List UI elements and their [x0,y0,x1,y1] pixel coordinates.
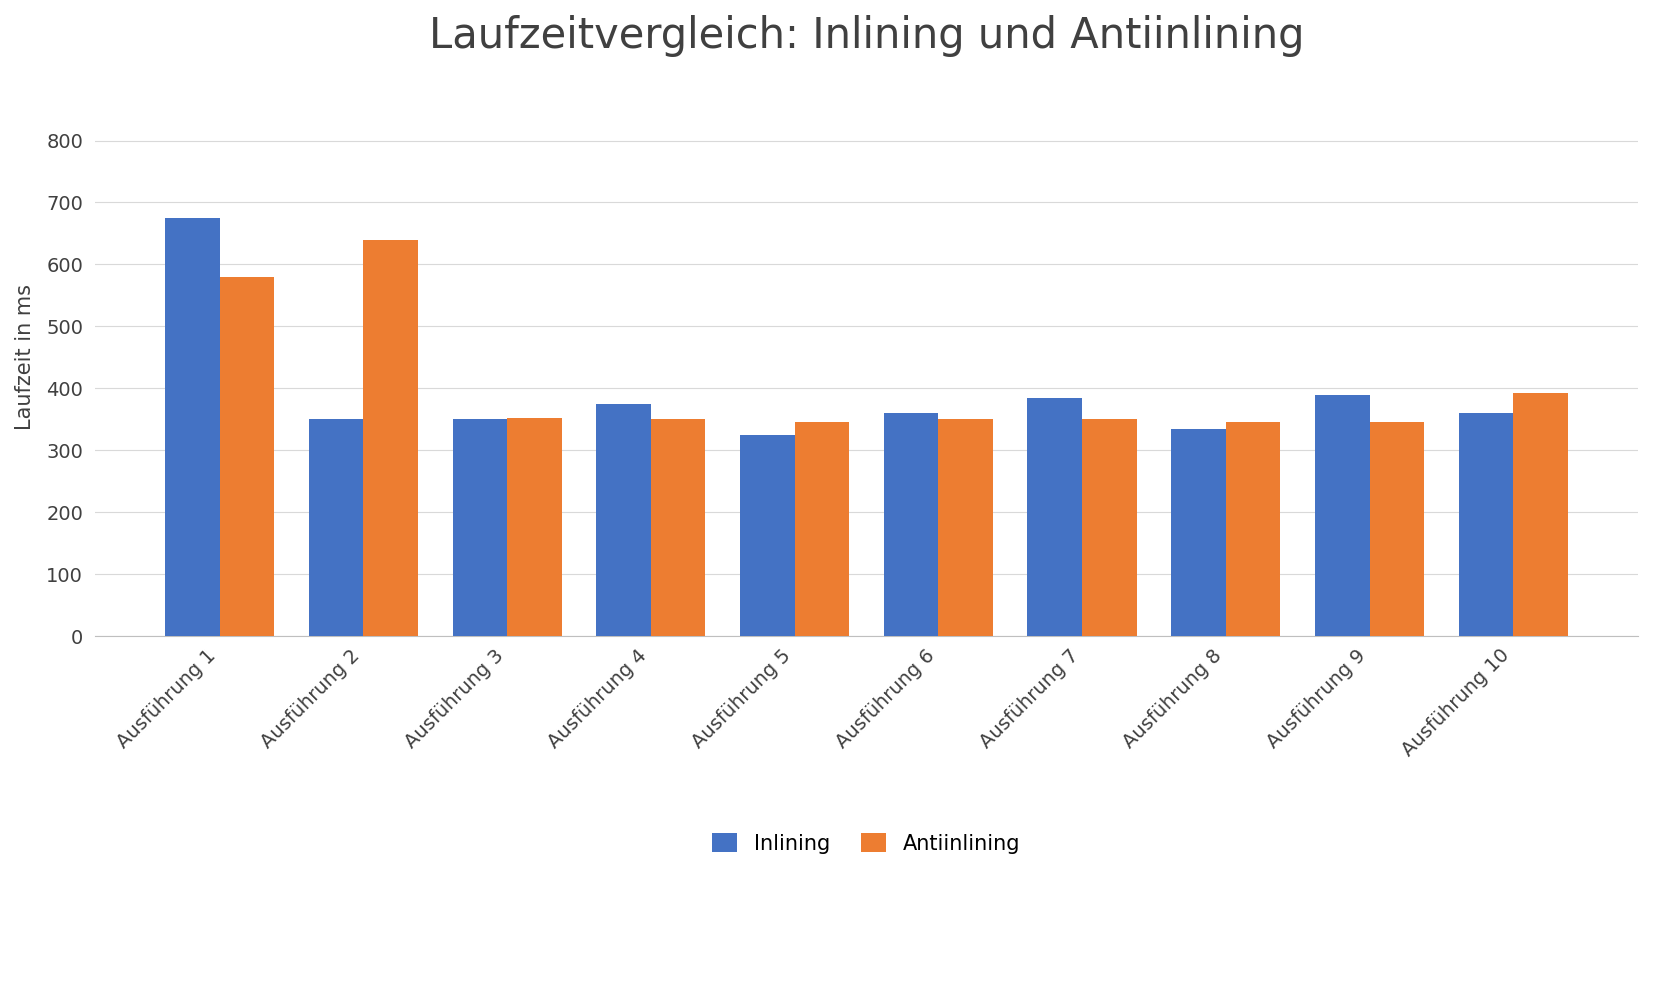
Legend: Inlining, Antiinlining: Inlining, Antiinlining [704,825,1028,862]
Bar [1083,419,1137,637]
Bar [1172,429,1227,637]
Bar [453,419,507,637]
Bar [165,217,220,637]
Bar [220,277,274,637]
Bar [795,422,850,637]
Bar [1028,397,1083,637]
Bar [597,404,651,637]
Bar [884,413,939,637]
Bar [1227,422,1281,637]
Bar [1458,413,1512,637]
Bar [1512,392,1567,637]
Bar [1314,394,1370,637]
Bar [507,418,562,637]
Bar [651,419,706,637]
Title: Laufzeitvergleich: Inlining und Antiinlining: Laufzeitvergleich: Inlining und Antiinli… [428,15,1304,57]
Bar [939,419,993,637]
Bar [309,419,364,637]
Bar [741,435,795,637]
Bar [1370,422,1425,637]
Y-axis label: Laufzeit in ms: Laufzeit in ms [15,284,35,430]
Bar [364,239,418,637]
